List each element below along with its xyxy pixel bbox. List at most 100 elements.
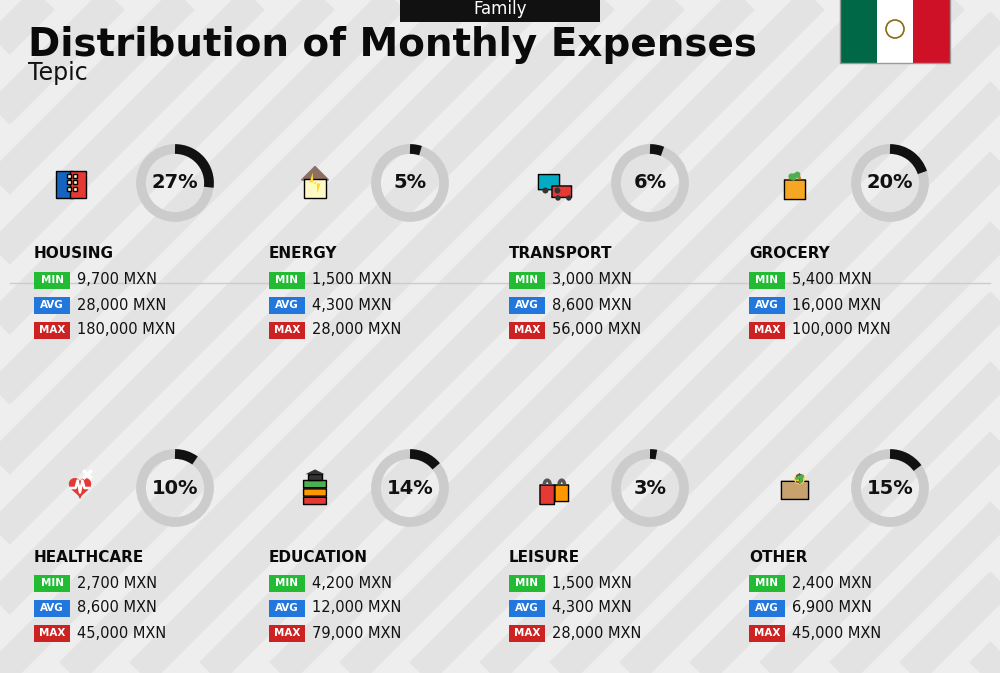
Polygon shape (310, 172, 320, 194)
Polygon shape (70, 479, 90, 497)
Text: 100,000 MXN: 100,000 MXN (792, 322, 891, 337)
Text: MIN: MIN (40, 275, 64, 285)
FancyBboxPatch shape (509, 600, 545, 616)
FancyBboxPatch shape (840, 0, 877, 63)
Text: 4,300 MXN: 4,300 MXN (312, 297, 392, 312)
FancyBboxPatch shape (34, 625, 70, 641)
Text: 27%: 27% (152, 174, 198, 192)
FancyBboxPatch shape (34, 575, 70, 592)
FancyBboxPatch shape (34, 297, 70, 314)
Text: AVG: AVG (515, 603, 539, 613)
Text: AVG: AVG (275, 300, 299, 310)
FancyBboxPatch shape (509, 271, 545, 289)
Text: 28,000 MXN: 28,000 MXN (552, 625, 641, 641)
Text: MAX: MAX (274, 325, 300, 335)
FancyBboxPatch shape (509, 575, 545, 592)
Text: 1,500 MXN: 1,500 MXN (312, 273, 392, 287)
Text: $: $ (795, 472, 804, 485)
Text: TRANSPORT: TRANSPORT (509, 246, 612, 260)
FancyBboxPatch shape (304, 489, 326, 496)
FancyBboxPatch shape (749, 271, 785, 289)
Text: 28,000 MXN: 28,000 MXN (312, 322, 401, 337)
Text: MAX: MAX (754, 628, 780, 638)
Text: 6%: 6% (633, 174, 667, 192)
FancyBboxPatch shape (538, 174, 560, 190)
FancyBboxPatch shape (308, 474, 322, 480)
Text: 4,200 MXN: 4,200 MXN (312, 575, 392, 590)
Circle shape (542, 188, 548, 194)
Text: 9,700 MXN: 9,700 MXN (77, 273, 157, 287)
FancyBboxPatch shape (304, 481, 326, 488)
Text: 10%: 10% (152, 479, 198, 497)
FancyBboxPatch shape (269, 297, 305, 314)
Text: 180,000 MXN: 180,000 MXN (77, 322, 176, 337)
Text: 3,000 MXN: 3,000 MXN (552, 273, 632, 287)
FancyBboxPatch shape (269, 271, 305, 289)
FancyBboxPatch shape (73, 186, 77, 191)
Text: 79,000 MXN: 79,000 MXN (312, 625, 401, 641)
Circle shape (554, 188, 560, 194)
FancyBboxPatch shape (555, 485, 569, 501)
Text: AVG: AVG (755, 300, 779, 310)
Text: LEISURE: LEISURE (509, 551, 580, 565)
FancyBboxPatch shape (70, 171, 86, 198)
FancyBboxPatch shape (269, 575, 305, 592)
Text: HOUSING: HOUSING (34, 246, 114, 260)
FancyBboxPatch shape (67, 186, 71, 191)
Text: Distribution of Monthly Expenses: Distribution of Monthly Expenses (28, 26, 757, 64)
Circle shape (555, 195, 561, 201)
Text: MIN: MIN (276, 275, 298, 285)
Text: AVG: AVG (40, 603, 64, 613)
FancyBboxPatch shape (552, 186, 572, 197)
Text: MIN: MIN (516, 275, 538, 285)
Text: 5%: 5% (393, 174, 427, 192)
FancyBboxPatch shape (781, 481, 809, 499)
Text: MAX: MAX (754, 325, 780, 335)
Text: ENERGY: ENERGY (269, 246, 338, 260)
Text: OTHER: OTHER (749, 551, 807, 565)
Text: 56,000 MXN: 56,000 MXN (552, 322, 641, 337)
Text: 45,000 MXN: 45,000 MXN (77, 625, 166, 641)
FancyBboxPatch shape (509, 297, 545, 314)
Text: Family: Family (473, 0, 527, 18)
FancyBboxPatch shape (73, 180, 77, 184)
Text: 16,000 MXN: 16,000 MXN (792, 297, 881, 312)
Text: 8,600 MXN: 8,600 MXN (552, 297, 632, 312)
FancyBboxPatch shape (34, 600, 70, 616)
FancyBboxPatch shape (749, 600, 785, 616)
FancyBboxPatch shape (304, 497, 326, 505)
FancyBboxPatch shape (913, 0, 950, 63)
FancyBboxPatch shape (509, 322, 545, 339)
Text: MAX: MAX (514, 325, 540, 335)
Text: 4,300 MXN: 4,300 MXN (552, 600, 632, 616)
FancyBboxPatch shape (73, 174, 77, 178)
FancyBboxPatch shape (34, 271, 70, 289)
FancyBboxPatch shape (749, 297, 785, 314)
Text: 2,700 MXN: 2,700 MXN (77, 575, 157, 590)
Text: 15%: 15% (867, 479, 913, 497)
Text: 3%: 3% (634, 479, 666, 497)
FancyBboxPatch shape (34, 322, 70, 339)
FancyBboxPatch shape (67, 174, 71, 178)
Circle shape (790, 174, 796, 180)
Text: AVG: AVG (275, 603, 299, 613)
Text: MAX: MAX (39, 628, 65, 638)
Text: AVG: AVG (515, 300, 539, 310)
FancyBboxPatch shape (269, 625, 305, 641)
Circle shape (794, 474, 805, 485)
Text: 6,900 MXN: 6,900 MXN (792, 600, 872, 616)
Text: HEALTHCARE: HEALTHCARE (34, 551, 144, 565)
Text: EDUCATION: EDUCATION (269, 551, 368, 565)
Circle shape (566, 195, 572, 201)
FancyBboxPatch shape (749, 575, 785, 592)
Text: MIN: MIN (756, 578, 778, 588)
Polygon shape (302, 166, 328, 180)
Text: Tepic: Tepic (28, 61, 88, 85)
Text: MIN: MIN (40, 578, 64, 588)
Text: 20%: 20% (867, 174, 913, 192)
Text: MIN: MIN (276, 578, 298, 588)
Text: MAX: MAX (39, 325, 65, 335)
Text: 5,400 MXN: 5,400 MXN (792, 273, 872, 287)
Text: 45,000 MXN: 45,000 MXN (792, 625, 881, 641)
FancyBboxPatch shape (877, 0, 913, 63)
